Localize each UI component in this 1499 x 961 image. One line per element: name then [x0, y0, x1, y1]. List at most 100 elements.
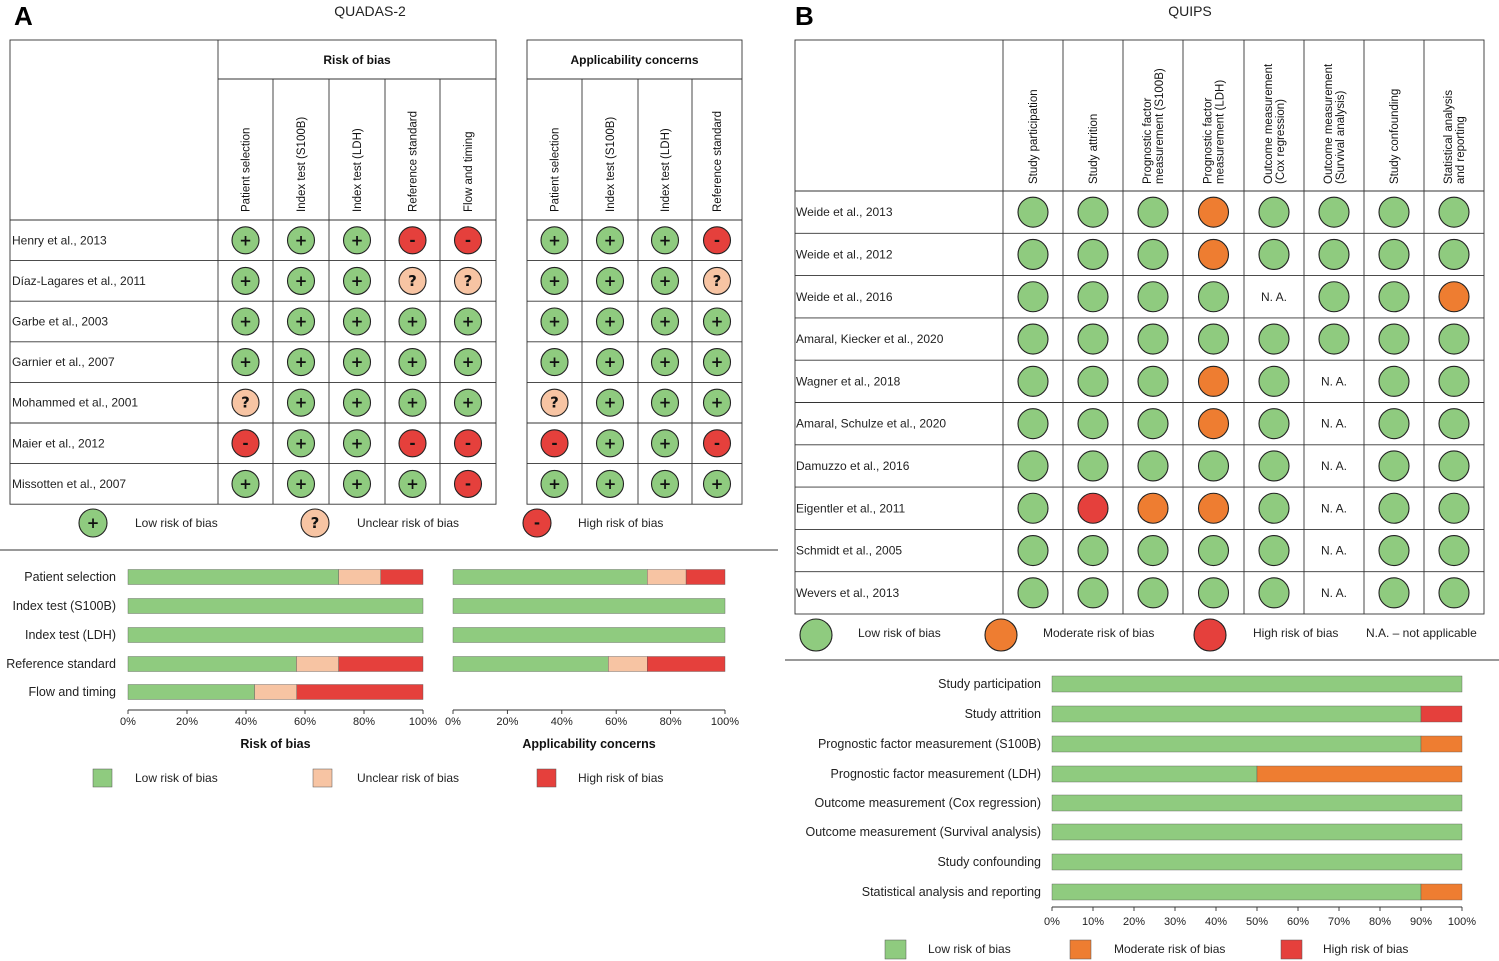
app-cell-low-judgement: +: [540, 348, 569, 377]
app-cell-symbol: +: [659, 394, 672, 412]
rob-cell-low-dot: [453, 307, 483, 336]
rob-cell-low-judgement: +: [398, 307, 427, 336]
app-cell-low-dot: [595, 388, 625, 417]
quips-chart-category-label: Statistical analysis and reporting: [862, 885, 1041, 899]
quips-cell-low-judgement: [1258, 365, 1290, 397]
quips-chart-bar-segment: [1051, 705, 1422, 723]
app-column-header: Index test (S100B): [605, 117, 617, 212]
quips-cell-low-judgement: [1378, 577, 1410, 609]
app-group-header: Applicability concerns: [570, 53, 698, 67]
quips-column-header: (Cox regression): [1275, 99, 1287, 184]
rob-cell-symbol: +: [351, 394, 364, 412]
not-applicable-label: N. A.: [1321, 459, 1347, 473]
app-cell-low-judgement: +: [595, 388, 625, 417]
quips-cell-low-dot: [1258, 365, 1290, 397]
quips-cell-moderate-judgement: [1438, 281, 1470, 313]
app-cell-low-judgement: +: [595, 307, 625, 336]
quips-cell-low-judgement: [1137, 577, 1169, 609]
quips-chart-bar-segment: [1051, 883, 1422, 901]
quips-legend-moderate-dot: [984, 618, 1018, 652]
rob-cell-symbol: +: [239, 475, 252, 493]
quips-study-label: Weide et al., 2013: [796, 205, 893, 219]
rob-cell-low-judgement: +: [398, 469, 427, 498]
rob-cell-low-dot: [342, 307, 372, 336]
quips-bar-legend-label: High risk of bias: [1323, 942, 1408, 956]
quips-cell-low-dot: [1197, 450, 1230, 482]
rob-column-header: Index test (LDH): [352, 128, 364, 212]
app-cell-low-dot: [702, 348, 732, 377]
app-cell-symbol: +: [548, 353, 561, 371]
panel-b-title: QUIPS: [1168, 3, 1212, 19]
quips-cell-low-dot: [1378, 281, 1410, 313]
rob-cell-symbol: +: [406, 394, 419, 412]
rob-cell-low-judgement: +: [342, 388, 372, 417]
quips-chart-category-label: Study confounding: [937, 855, 1041, 869]
quips-cell-low-judgement: [1137, 534, 1169, 567]
quips-cell-low-dot: [1017, 238, 1049, 270]
rob-cell-symbol: +: [462, 313, 475, 331]
rob-cell-symbol: +: [239, 231, 252, 249]
quips-study-label: Damuzzo et al., 2016: [796, 459, 910, 473]
quips-cell-low-dot: [1077, 534, 1109, 567]
app-cell-symbol: +: [659, 231, 672, 249]
rob-chart-bar-segment: [127, 598, 424, 614]
rob-chart-tick-label: 0%: [120, 716, 136, 728]
rob-cell-symbol: ?: [464, 272, 473, 290]
rob-cell-low-judgement: +: [453, 348, 483, 377]
quips-cell-low-judgement: [1017, 408, 1049, 440]
quips-cell-low-dot: [1077, 238, 1109, 270]
quips-column-header: measurement (LDH): [1215, 80, 1227, 184]
quips-cell-moderate-dot: [1438, 281, 1470, 313]
quips-cell-low-dot: [1318, 238, 1350, 270]
rob-cell-low-dot: [231, 469, 260, 498]
quips-cell-low-judgement: [1017, 450, 1049, 482]
app-cell-symbol: +: [604, 353, 617, 371]
study-label: Díaz-Lagares et al., 2011: [12, 274, 146, 288]
app-chart-bar-segment: [647, 656, 726, 672]
quips-column-header: and reporting: [1455, 116, 1467, 184]
quips-cell-low-dot: [1137, 450, 1169, 482]
quips-cell-low-dot: [1438, 577, 1470, 609]
quips-cell-low-dot: [1318, 196, 1350, 228]
app-chart-bar-segment: [452, 598, 726, 614]
rob-cell-unclear-judgement: ?: [398, 266, 427, 295]
app-cell-low-dot: [595, 469, 625, 498]
quips-cell-low-dot: [1258, 450, 1290, 482]
quips-cell-low-dot: [1017, 534, 1049, 567]
app-cell-low-dot: [650, 469, 680, 498]
quips-cell-low-dot: [1077, 450, 1109, 482]
rob-cell-low-judgement: +: [342, 348, 372, 377]
legend-high-dot: [522, 508, 552, 538]
rob-cell-symbol: +: [239, 353, 252, 371]
rob-chart-category-label: Reference standard: [6, 657, 116, 671]
rob-cell-unclear-judgement: ?: [453, 266, 483, 295]
rob-cell-symbol: +: [406, 475, 419, 493]
quips-cell-low-judgement: [1258, 534, 1290, 567]
app-chart-bar-segment: [452, 656, 609, 672]
quips-cell-low-dot: [1017, 323, 1049, 355]
rob-cell-low-dot: [342, 266, 372, 295]
rob-chart-category-label: Flow and timing: [28, 685, 116, 699]
rob-cell-low-judgement: +: [342, 469, 372, 498]
rob-chart-bar-segment: [338, 656, 424, 672]
rob-cell-low-judgement: +: [231, 307, 260, 336]
rob-cell-low-dot: [231, 307, 260, 336]
quips-cell-low-dot: [1077, 196, 1109, 228]
app-column-header: Index test (LDH): [660, 128, 672, 212]
rob-cell-low-dot: [342, 469, 372, 498]
quips-column-header: Study attrition: [1088, 114, 1100, 184]
quips-cell-low-dot: [1378, 492, 1410, 524]
quips-cell-low-judgement: [1438, 238, 1470, 270]
quips-cell-low-dot: [1378, 365, 1410, 397]
quips-chart-bar-segment: [1420, 883, 1463, 901]
quips-column-header: Prognostic factor: [1142, 98, 1154, 184]
rob-cell-low-dot: [453, 388, 483, 417]
rob-column-header: Flow and timing: [463, 131, 475, 212]
quips-cell-low-judgement: [1197, 577, 1230, 609]
rob-chart-bar-segment: [296, 684, 424, 700]
quips-chart-tick-label: 100%: [1448, 916, 1476, 928]
quips-cell-low-judgement: [1378, 281, 1410, 313]
quips-cell-low-dot: [1137, 408, 1169, 440]
quips-bar-legend-label: Moderate risk of bias: [1114, 942, 1225, 956]
rob-cell-high-judgement: -: [453, 226, 483, 255]
